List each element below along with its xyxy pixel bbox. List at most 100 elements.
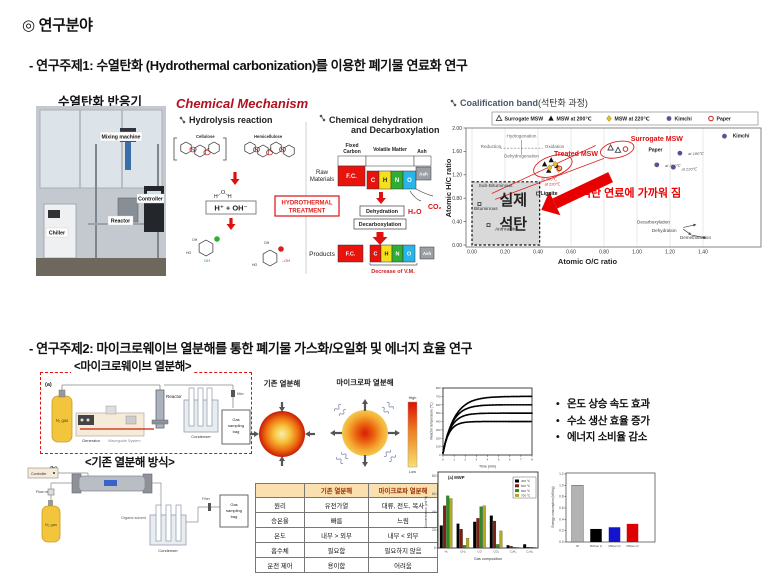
table-row: 온도 내부 > 외부 내부 < 외부 bbox=[255, 527, 438, 543]
table-cell: 용이함 bbox=[304, 557, 369, 573]
svg-text:and Decarboxylation: and Decarboxylation bbox=[351, 125, 440, 135]
svg-text:F.C.: F.C. bbox=[346, 174, 357, 180]
bar bbox=[571, 485, 584, 543]
scale-low-label: Low bbox=[409, 470, 416, 474]
svg-text:7: 7 bbox=[520, 458, 522, 462]
table-cell: 운전 제어 bbox=[255, 557, 305, 573]
bar bbox=[489, 515, 493, 549]
svg-text:6: 6 bbox=[509, 458, 511, 462]
svg-text:H₂O: H₂O bbox=[408, 209, 422, 216]
hemicellulose-label: Hemicellulose bbox=[254, 134, 283, 139]
bar bbox=[473, 521, 477, 549]
category-label: H₂ bbox=[445, 550, 449, 554]
microwave-icon bbox=[388, 454, 397, 462]
bar bbox=[459, 528, 463, 549]
svg-text:Decarboxylation: Decarboxylation bbox=[359, 222, 402, 228]
annotation: Demethanation bbox=[680, 235, 712, 240]
svg-text:0.6: 0.6 bbox=[559, 506, 564, 510]
temperature-profile-chart: 0 1 2 3 4 5 6 7 8 0 100 200 300 400 500 600 700 800 Time (… bbox=[430, 386, 534, 469]
svg-text:5: 5 bbox=[498, 458, 500, 462]
svg-text:O: O bbox=[407, 178, 412, 184]
heat-scale-bar bbox=[407, 401, 418, 468]
svg-text:800: 800 bbox=[436, 386, 441, 390]
annotation: Kimchi bbox=[733, 133, 750, 139]
coal-region-box bbox=[471, 181, 541, 246]
svg-text:bag: bag bbox=[231, 514, 238, 519]
benefit-bullets: • 온도 상승 속도 효과 • 수소 생산 효율 증가 • 에너지 소비율 감소 bbox=[556, 396, 650, 446]
green-group-badge bbox=[214, 236, 220, 242]
table-cell: 빠름 bbox=[304, 512, 369, 528]
svg-text:Products: Products bbox=[309, 251, 335, 258]
chemical-mechanism-figure: Chemical Mechanism Hydrolysis reaction Cel… bbox=[173, 96, 442, 275]
svg-text:700: 700 bbox=[436, 394, 441, 398]
svg-text:F.C.: F.C. bbox=[346, 252, 356, 258]
ions-label: H⁺ + OH⁻ bbox=[214, 204, 247, 213]
element-block bbox=[337, 244, 364, 263]
element-block bbox=[419, 246, 435, 260]
svg-text:석탄: 석탄 bbox=[499, 215, 527, 233]
annotation: at 180℃ bbox=[688, 151, 704, 156]
table-cell: 온도 bbox=[255, 527, 305, 543]
svg-text:60: 60 bbox=[432, 492, 436, 496]
microwave-heating-circle bbox=[342, 410, 388, 456]
temperature-curve bbox=[442, 395, 533, 454]
microwave-icon bbox=[383, 449, 392, 457]
microwave-heating-label: 마이크로파 열분해 bbox=[336, 377, 393, 387]
mixing-machine-label bbox=[99, 131, 143, 142]
svg-text:OH: OH bbox=[192, 238, 198, 242]
scale-high-label: High bbox=[409, 396, 417, 400]
svg-text:HO: HO bbox=[186, 251, 192, 255]
svg-text:0: 0 bbox=[439, 453, 441, 457]
svg-text:Gas: Gas bbox=[232, 417, 239, 422]
reactor-photo-title: 수열탄화 반응기 bbox=[58, 95, 142, 109]
gas-composition-chart: 0 20 40 60 80 (a) MWP H₂ CH₄ CO CO₂ C₂H₄ C₂H₆ 400 ℃5… bbox=[424, 471, 539, 561]
coalification-title: Coalification band bbox=[460, 98, 538, 108]
category-label: C₂H₆ bbox=[526, 550, 533, 554]
svg-text:H: H bbox=[385, 252, 389, 258]
y-axis-label: Reactor temperature (℃) bbox=[430, 402, 434, 439]
svg-text:Condenser: Condenser bbox=[158, 548, 178, 553]
conventional-heating-label: 기존 열분해 bbox=[264, 378, 301, 388]
bar bbox=[516, 546, 520, 549]
hydrolysis-title: Hydrolysis reaction bbox=[189, 115, 273, 125]
controller-label bbox=[136, 193, 165, 204]
bullet-item: • 에너지 소비율 감소 bbox=[556, 429, 650, 446]
microwave-icon bbox=[381, 406, 389, 415]
category-label: CO bbox=[477, 550, 482, 554]
svg-text:300: 300 bbox=[436, 428, 441, 432]
svg-text:600: 600 bbox=[436, 403, 441, 407]
bullet-dot-icon: • bbox=[556, 398, 560, 410]
svg-text:0.80: 0.80 bbox=[599, 250, 609, 256]
svg-text:Carbon: Carbon bbox=[343, 149, 361, 155]
legend-label: Paper bbox=[717, 117, 731, 123]
svg-text:100: 100 bbox=[436, 445, 441, 449]
table-cell: 필요함 bbox=[304, 542, 369, 558]
table-cell: 승온율 bbox=[255, 512, 305, 528]
bullet-text: 온도 상승 속도 효과 bbox=[567, 398, 650, 410]
bar bbox=[523, 544, 527, 549]
svg-text:8: 8 bbox=[531, 458, 533, 462]
red-group-badge bbox=[278, 246, 284, 252]
svg-text:0.00: 0.00 bbox=[467, 250, 477, 256]
bar bbox=[626, 523, 639, 542]
bar bbox=[499, 530, 503, 549]
table-cell: 원리 bbox=[255, 497, 305, 513]
annotation: Treated MSW bbox=[554, 151, 598, 158]
legend-label: MSW at 200℃ bbox=[557, 117, 592, 123]
svg-text:sampling: sampling bbox=[228, 423, 244, 428]
annotation: 석탄 연료에 가까워 짐 bbox=[581, 185, 681, 199]
table-header-cell: 기존 열분해 bbox=[304, 483, 369, 498]
svg-text:1.20: 1.20 bbox=[665, 250, 675, 256]
svg-text:40: 40 bbox=[432, 510, 436, 514]
bar bbox=[449, 498, 453, 549]
svg-text:0.20: 0.20 bbox=[500, 250, 510, 256]
bar bbox=[443, 505, 447, 549]
heating-comparison-figure: 기존 열분해 마이크로파 열분해 High Low bbox=[249, 377, 418, 474]
svg-text:Volatile Matter: Volatile Matter bbox=[373, 147, 407, 153]
svg-text:Mixing machine: Mixing machine bbox=[102, 135, 141, 141]
x-axis-label: Gas composition bbox=[474, 557, 502, 561]
annotation: Paper bbox=[649, 147, 663, 153]
svg-text:2.00: 2.00 bbox=[452, 126, 462, 132]
svg-text:CO₂: CO₂ bbox=[428, 204, 442, 211]
svg-text:0: 0 bbox=[442, 458, 444, 462]
